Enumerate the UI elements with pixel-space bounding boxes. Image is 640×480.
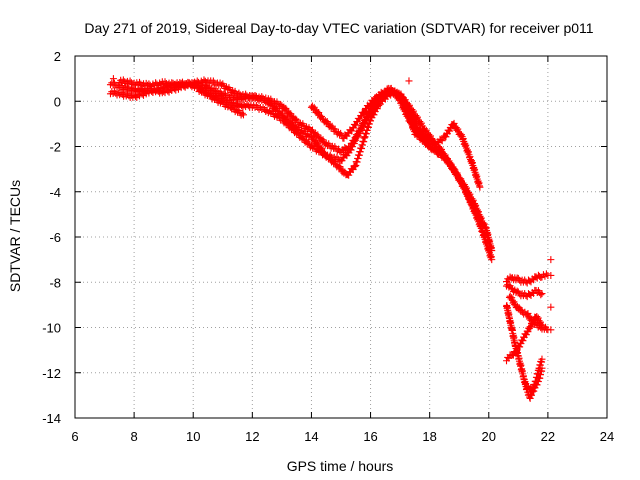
data-point xyxy=(538,321,546,329)
data-point xyxy=(364,113,372,121)
data-point xyxy=(349,166,357,174)
data-point xyxy=(476,213,484,221)
data-point xyxy=(356,115,364,123)
data-point xyxy=(348,127,356,135)
data-point xyxy=(442,133,450,141)
data-point xyxy=(405,77,413,85)
data-point xyxy=(547,256,555,264)
data-point xyxy=(534,378,542,386)
data-point xyxy=(369,107,377,115)
data-point xyxy=(519,337,527,345)
data-point xyxy=(396,91,404,99)
x-tick-label: 6 xyxy=(71,429,78,444)
x-tick-label: 12 xyxy=(245,429,259,444)
data-point xyxy=(409,108,417,116)
data-point xyxy=(354,132,362,140)
data-point xyxy=(476,183,484,191)
y-tick-label: -10 xyxy=(42,321,61,336)
chart-title: Day 271 of 2019, Sidereal Day-to-day VTE… xyxy=(84,20,593,36)
data-point xyxy=(529,320,537,328)
data-point xyxy=(446,127,454,135)
axis-ticks: 6 8 10 12 14 16 18 20 22 24 -14 -12 -10 -8 -6 -4 -2 0 2 xyxy=(42,49,614,444)
data-point xyxy=(473,207,481,215)
x-tick-label: 8 xyxy=(130,429,137,444)
data-point xyxy=(239,111,247,119)
data-point xyxy=(352,121,360,129)
y-tick-label: -4 xyxy=(49,185,61,200)
data-point xyxy=(507,295,515,303)
data-point xyxy=(351,163,359,171)
data-point xyxy=(109,75,117,83)
data-point xyxy=(471,202,479,210)
data-point xyxy=(538,364,546,372)
data-point xyxy=(523,311,531,319)
data-point xyxy=(372,101,380,109)
data-point xyxy=(400,97,408,105)
data-point xyxy=(547,271,555,279)
y-tick-label: -2 xyxy=(49,140,61,155)
data-point xyxy=(438,137,446,145)
data-point xyxy=(363,116,371,124)
data-point xyxy=(538,355,546,363)
data-point xyxy=(456,176,464,184)
data-point xyxy=(350,137,358,145)
data-point xyxy=(426,133,434,141)
data-point xyxy=(539,271,547,279)
data-point xyxy=(421,127,429,135)
data-point xyxy=(405,103,413,111)
data-point xyxy=(516,343,524,351)
data-point xyxy=(469,196,477,204)
x-tick-label: 22 xyxy=(541,429,555,444)
data-points xyxy=(106,75,555,402)
data-point xyxy=(449,121,457,129)
x-tick-label: 14 xyxy=(304,429,318,444)
data-point xyxy=(530,387,538,395)
data-point xyxy=(413,114,421,122)
x-tick-label: 18 xyxy=(422,429,436,444)
x-tick-label: 10 xyxy=(186,429,200,444)
data-point xyxy=(360,109,368,117)
data-point xyxy=(538,290,546,298)
plot-frame xyxy=(74,55,608,419)
data-point xyxy=(417,120,425,128)
data-point xyxy=(479,219,487,227)
data-point xyxy=(453,126,461,134)
y-axis-label: SDTVAR / TECUs xyxy=(7,180,23,292)
y-tick-label: -14 xyxy=(42,411,61,426)
x-axis-label: GPS time / hours xyxy=(287,458,394,474)
data-point xyxy=(437,147,445,155)
data-point xyxy=(446,161,454,169)
data-point xyxy=(477,215,485,223)
y-tick-label: 2 xyxy=(54,49,61,64)
data-point xyxy=(488,256,496,264)
data-point xyxy=(534,315,542,323)
data-point xyxy=(542,270,550,278)
data-point xyxy=(452,170,460,178)
data-point xyxy=(474,209,482,217)
data-point xyxy=(547,326,555,334)
x-tick-label: 20 xyxy=(482,429,496,444)
data-point xyxy=(524,328,532,336)
y-tick-label: -6 xyxy=(49,230,61,245)
x-tick-label: 16 xyxy=(363,429,377,444)
data-point xyxy=(537,291,545,299)
data-point xyxy=(360,122,368,130)
data-point xyxy=(470,201,478,209)
data-point xyxy=(356,128,364,136)
data-point xyxy=(347,143,355,151)
x-tick-label: 24 xyxy=(600,429,614,444)
y-tick-label: -8 xyxy=(49,275,61,290)
data-point xyxy=(345,171,353,179)
data-point xyxy=(522,331,530,339)
y-tick-label: 0 xyxy=(54,94,61,109)
data-point xyxy=(533,381,541,389)
y-tick-label: -12 xyxy=(42,366,61,381)
data-point xyxy=(238,109,246,117)
data-point xyxy=(547,303,555,311)
